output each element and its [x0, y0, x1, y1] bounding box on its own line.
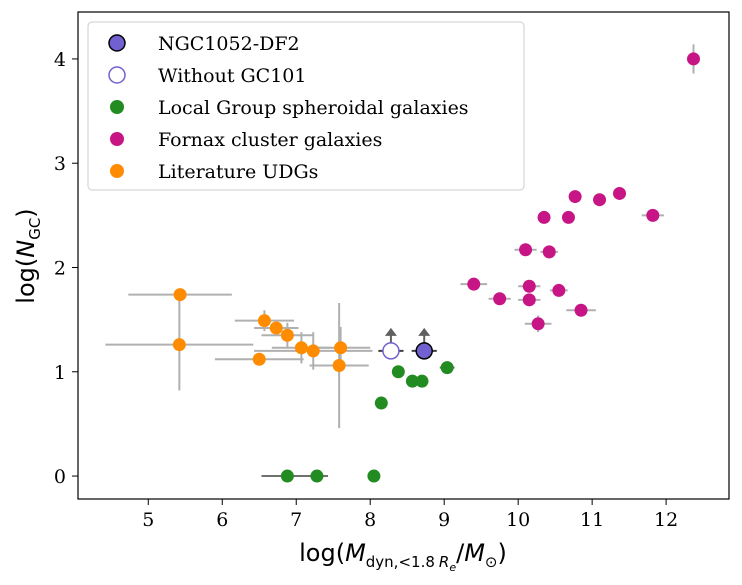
legend-label-local-group: Local Group spheroidal galaxies — [158, 97, 469, 119]
point-fornax-12 — [593, 193, 607, 207]
point-fornax-9 — [561, 210, 575, 224]
legend-label-without-gc101: Without GC101 — [158, 65, 306, 87]
point-fornax-2 — [519, 243, 533, 257]
y-tick-label-0: 0 — [54, 466, 66, 488]
x-tick-label-6: 11 — [580, 509, 604, 531]
point-local-group-6 — [415, 374, 429, 388]
x-tick-label-3: 8 — [364, 509, 376, 531]
y-axis-label: log(NGC) — [12, 208, 44, 303]
legend-frame — [87, 21, 525, 191]
plot-frame — [77, 11, 730, 500]
point-udg-5 — [280, 328, 294, 342]
x-tick-label-0: 5 — [142, 509, 154, 531]
point-udg-2 — [252, 352, 266, 366]
legend: NGC1052-DF2 Without GC101 Local Group sp… — [87, 21, 525, 191]
point-fornax-5 — [531, 317, 545, 331]
point-udg-9 — [334, 341, 348, 355]
point-local-group-7 — [440, 361, 454, 375]
point-local-group-4 — [391, 365, 405, 379]
point-df2-0 — [415, 342, 433, 360]
x-tick-label-2: 7 — [290, 509, 302, 531]
legend-label-udg: Literature UDGs — [158, 161, 318, 183]
legend-label-fornax: Fornax cluster galaxies — [158, 129, 382, 151]
limit-arrow-df2-0 — [418, 327, 431, 336]
y-tick-label-2: 2 — [54, 257, 66, 279]
point-fornax-11 — [574, 303, 588, 317]
point-fornax-0 — [467, 277, 481, 291]
point-local-group-1 — [310, 469, 324, 483]
x-tick-label-7: 12 — [654, 509, 678, 531]
point-fornax-6 — [537, 210, 551, 224]
y-tick-label-1: 1 — [54, 362, 66, 384]
x-tick-label-1: 6 — [216, 509, 228, 531]
point-without-gc101-0 — [382, 342, 400, 360]
x-tick-label-4: 9 — [438, 509, 450, 531]
point-local-group-3 — [374, 396, 388, 410]
y-tick-label-4: 4 — [54, 49, 66, 71]
point-local-group-0 — [280, 469, 294, 483]
point-udg-1 — [172, 338, 186, 352]
data-points — [172, 52, 700, 483]
point-udg-0 — [173, 288, 187, 302]
point-fornax-1 — [493, 292, 507, 306]
y-tick-label-3: 3 — [54, 153, 66, 175]
point-fornax-10 — [568, 190, 582, 204]
point-udg-4 — [269, 321, 283, 335]
point-local-group-2 — [367, 469, 381, 483]
point-fornax-13 — [613, 186, 627, 200]
legend-marker-udg — [110, 164, 124, 178]
x-tick-label-5: 10 — [506, 509, 530, 531]
point-local-group-5 — [405, 374, 419, 388]
point-udg-3 — [257, 314, 271, 328]
point-fornax-4 — [522, 293, 536, 307]
legend-label-df2: NGC1052-DF2 — [158, 33, 300, 55]
point-udg-7 — [306, 344, 320, 358]
point-udg-6 — [294, 341, 308, 355]
legend-marker-without-gc101 — [108, 66, 126, 84]
point-fornax-14 — [646, 208, 660, 222]
legend-marker-local-group — [110, 100, 124, 114]
point-fornax-7 — [542, 245, 556, 259]
x-axis-label: log(Mdyn,<1.8 Re/M⊙) — [299, 539, 507, 574]
y-ticks: 0 1 2 3 4 — [54, 49, 78, 488]
legend-marker-df2 — [108, 34, 126, 52]
point-fornax-15 — [686, 52, 700, 66]
point-fornax-3 — [522, 279, 536, 293]
x-ticks: 5 6 7 8 9 10 11 12 — [142, 499, 678, 531]
point-udg-8 — [332, 359, 346, 373]
point-fornax-8 — [552, 283, 566, 297]
limit-arrow-without-gc101-0 — [384, 327, 397, 336]
legend-marker-fornax — [110, 132, 124, 146]
